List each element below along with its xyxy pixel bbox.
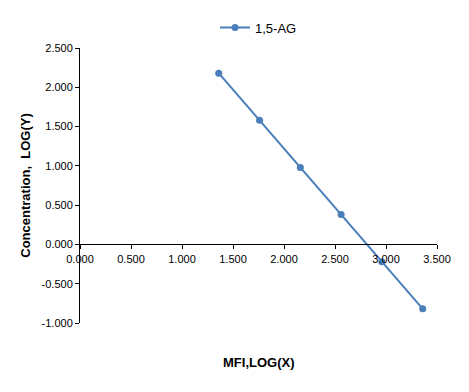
svg-text:1.000: 1.000	[45, 160, 73, 172]
svg-text:3.500: 3.500	[423, 253, 451, 265]
svg-text:-1.000: -1.000	[42, 317, 73, 329]
svg-text:1.500: 1.500	[45, 120, 73, 132]
svg-text:0.500: 0.500	[117, 253, 145, 265]
svg-text:2.000: 2.000	[45, 81, 73, 93]
svg-text:Concentration, LOG(Y): Concentration, LOG(Y)	[18, 113, 33, 257]
svg-text:1.000: 1.000	[168, 253, 196, 265]
svg-text:0.500: 0.500	[45, 199, 73, 211]
svg-text:MFI,LOG(X): MFI,LOG(X)	[223, 355, 295, 370]
svg-text:2.500: 2.500	[321, 253, 349, 265]
svg-text:-0.500: -0.500	[42, 278, 73, 290]
svg-text:1,5-AG: 1,5-AG	[255, 21, 296, 36]
svg-text:1.500: 1.500	[219, 253, 247, 265]
svg-text:2.000: 2.000	[270, 253, 298, 265]
svg-text:3.000: 3.000	[372, 253, 400, 265]
svg-text:0.000: 0.000	[45, 238, 73, 250]
svg-text:2.500: 2.500	[45, 42, 73, 54]
svg-text:0.000: 0.000	[66, 253, 94, 265]
